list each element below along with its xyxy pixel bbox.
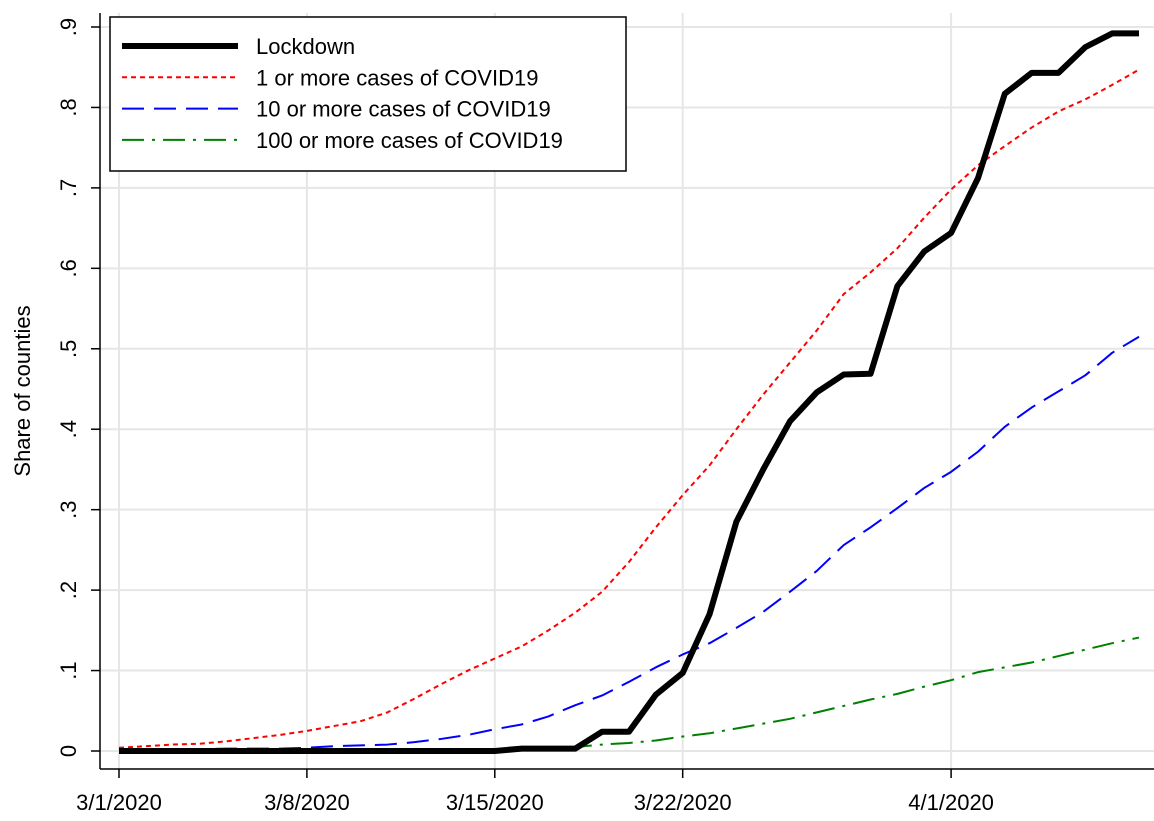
- legend-box: [109, 16, 627, 172]
- legend-label: 10 or more cases of COVID19: [256, 97, 551, 122]
- y-tick-label: .5: [56, 340, 81, 358]
- legend-label: 100 or more cases of COVID19: [256, 128, 563, 153]
- y-tick-label: 0: [56, 745, 81, 757]
- y-tick-label: .8: [56, 98, 81, 116]
- y-tick-label: .4: [56, 420, 81, 438]
- y-tick-label: .6: [56, 259, 81, 277]
- x-tick-label: 3/15/2020: [446, 790, 544, 815]
- y-tick-label: .7: [56, 179, 81, 197]
- legend-label: 1 or more cases of COVID19: [256, 65, 538, 90]
- series-line: [119, 30, 1139, 754]
- x-tick-label: 4/1/2020: [908, 790, 994, 815]
- y-tick-label: .2: [56, 581, 81, 599]
- series-line: [119, 335, 1140, 751]
- y-axis-label: Share of counties: [10, 305, 35, 476]
- y-tick-label: .1: [56, 661, 81, 679]
- legend-label: Lockdown: [256, 34, 355, 59]
- x-tick-label: 3/8/2020: [264, 790, 350, 815]
- y-tick-label: .9: [56, 18, 81, 36]
- x-tick-label: 3/1/2020: [76, 790, 162, 815]
- y-tick-label: .3: [56, 500, 81, 518]
- series-line: [118, 68, 1140, 749]
- x-tick-label: 3/22/2020: [634, 790, 732, 815]
